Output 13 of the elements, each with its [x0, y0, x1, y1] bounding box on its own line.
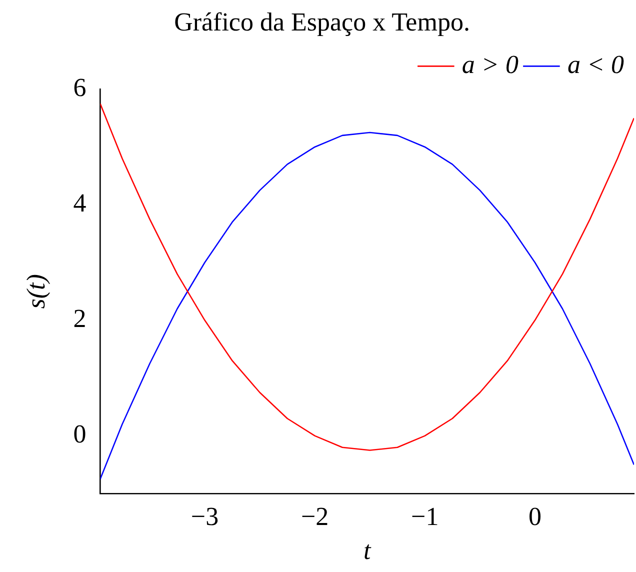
- chart-title: Gráfico da Espaço x Tempo.: [174, 7, 470, 36]
- x-tick-label: −3: [190, 502, 219, 532]
- legend-label: a > 0: [462, 50, 518, 80]
- x-axis-title: t: [363, 536, 372, 566]
- y-tick-label: 4: [73, 188, 86, 218]
- x-tick-label: −2: [300, 502, 329, 532]
- x-tick-label: 0: [528, 502, 542, 532]
- y-tick-label: 0: [73, 420, 86, 449]
- legend-label: a < 0: [567, 50, 624, 80]
- x-tick-label: −1: [411, 502, 439, 532]
- y-tick-label: 2: [73, 304, 86, 334]
- y-tick-label: 6: [73, 73, 86, 102]
- y-axis-title: s(t): [21, 274, 50, 309]
